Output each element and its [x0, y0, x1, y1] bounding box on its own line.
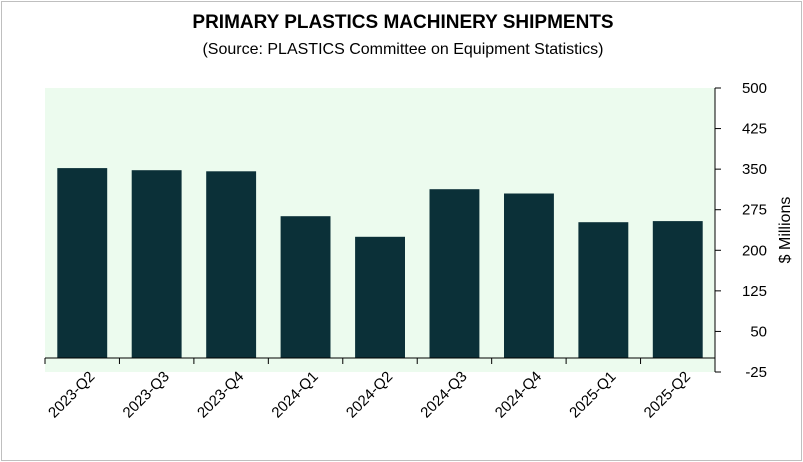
y-tick-label: 275	[742, 202, 767, 219]
y-tick-label: 125	[742, 283, 767, 300]
bar-2024-q1	[280, 216, 331, 358]
y-tick-label: 350	[742, 161, 767, 178]
bar-2024-q3	[429, 189, 480, 358]
y-tick-label: 500	[742, 80, 767, 97]
x-tick-label-2023-q2: 2023-Q2	[45, 368, 98, 421]
chart-title: PRIMARY PLASTICS MACHINERY SHIPMENTS	[192, 12, 613, 33]
x-tick-label-2025-q2: 2025-Q2	[641, 368, 694, 421]
bar-2023-q3	[131, 170, 182, 358]
x-tick-label-2024-q1: 2024-Q1	[268, 368, 321, 421]
x-tick-label-2024-q2: 2024-Q2	[343, 368, 396, 421]
bar-2024-q2	[355, 236, 405, 358]
bar-2024-q4	[504, 193, 554, 358]
bar-2025-q2	[652, 221, 703, 358]
x-tick-label-2025-q1: 2025-Q1	[566, 368, 619, 421]
x-tick-label-2024-q3: 2024-Q3	[417, 368, 470, 421]
bar-2023-q4	[206, 171, 257, 358]
x-tick-label-2023-q4: 2023-Q4	[194, 368, 247, 421]
y-tick-label: 425	[742, 121, 767, 138]
y-axis-ticks: -25 50 125 200 275 350 425 500	[715, 80, 767, 381]
bar-2023-q2	[57, 168, 108, 358]
chart-subtitle: (Source: PLASTICS Committee on Equipment…	[202, 41, 603, 58]
y-tick-label: -25	[745, 364, 767, 381]
y-axis-title: $ Millions	[777, 197, 794, 264]
x-tick-label-2024-q4: 2024-Q4	[492, 368, 545, 421]
bars-group	[57, 168, 703, 358]
y-tick-label: 50	[750, 323, 767, 340]
bar-2025-q1	[578, 222, 629, 358]
x-tick-label-2023-q3: 2023-Q3	[120, 368, 173, 421]
y-tick-label: 200	[742, 242, 767, 259]
